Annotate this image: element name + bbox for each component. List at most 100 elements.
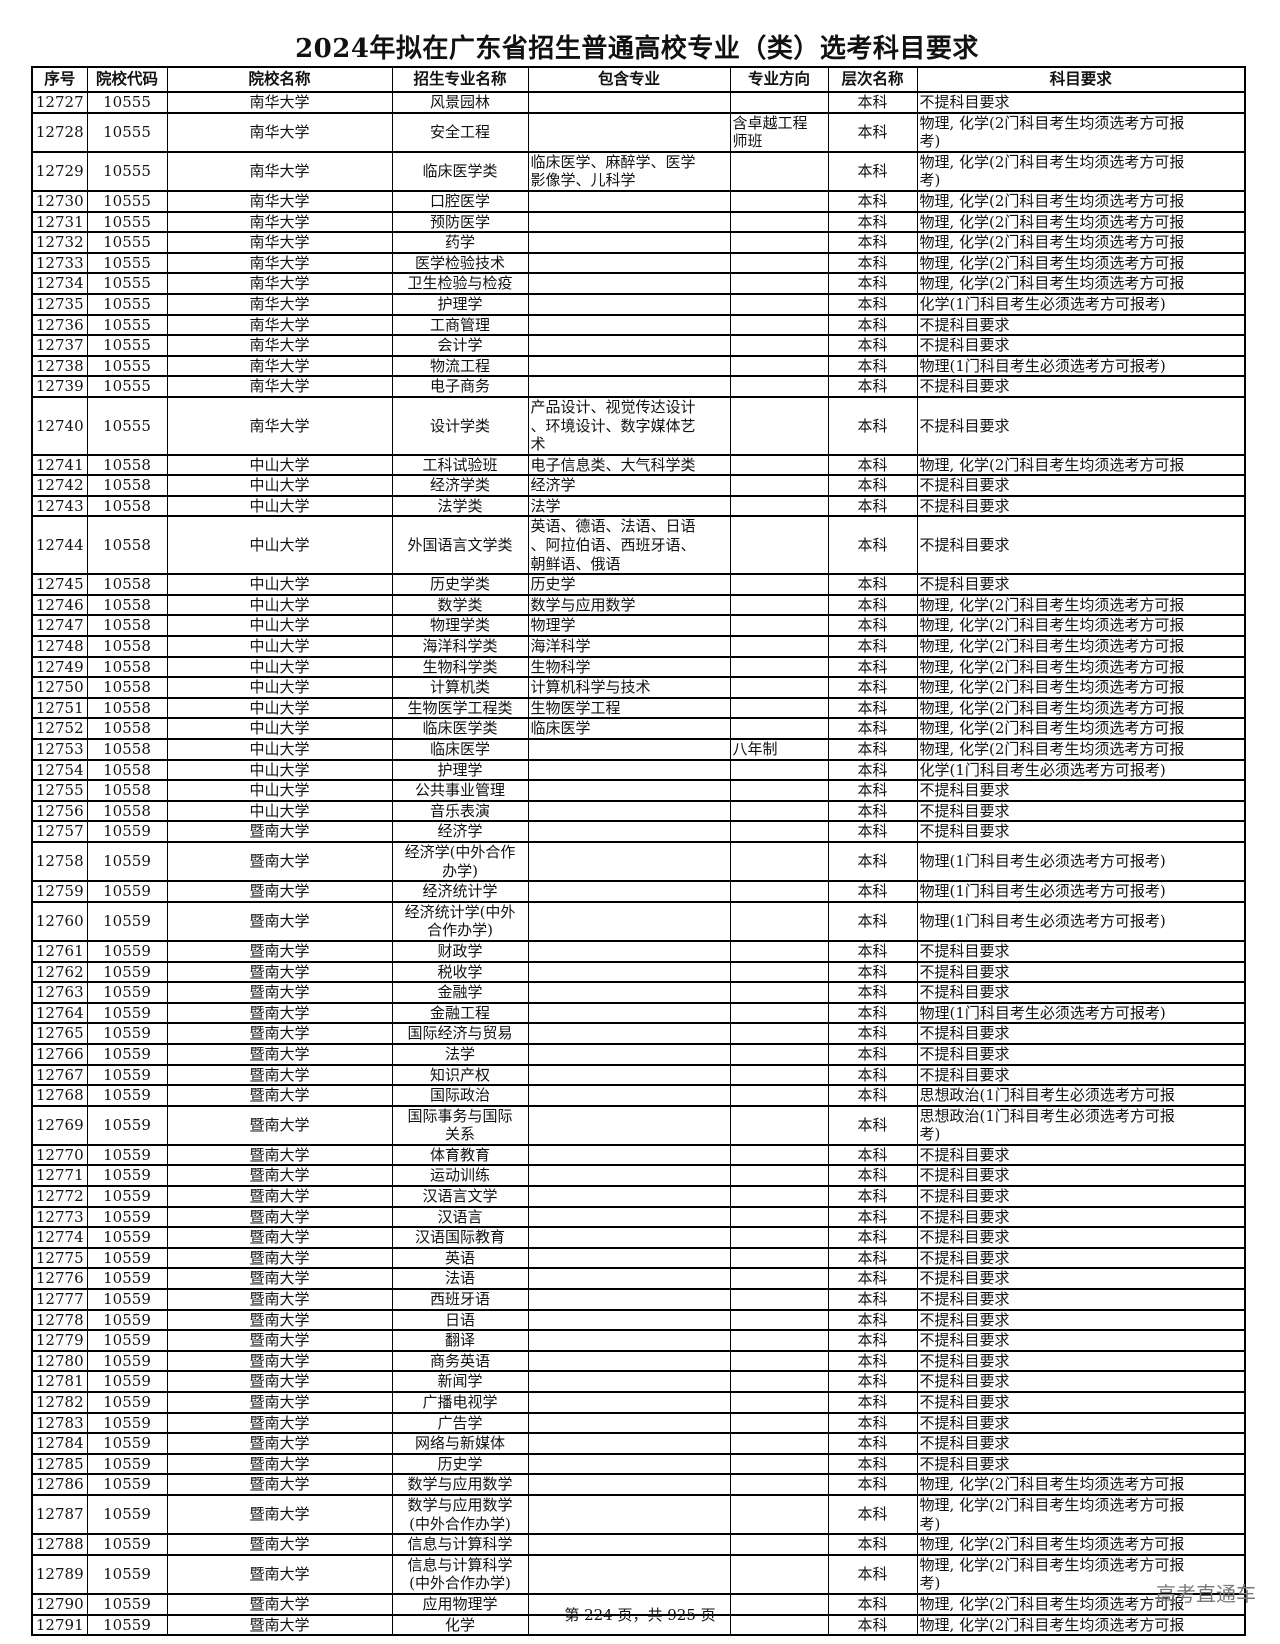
direction-cell — [729, 940, 829, 963]
table-row: 12787 10559 暨南大学 数学与应用数学 (中外合作办学) 本科 物理, 化学(2… — [31, 1494, 1246, 1535]
major-name-cell: 汉语言文学 — [391, 1185, 529, 1208]
major-name-cell: 护理学 — [391, 759, 529, 781]
seq-cell: 12767 — [31, 1064, 88, 1086]
school-code-cell: 10559 — [86, 820, 168, 843]
school-code-cell: 10555 — [86, 314, 168, 336]
table-row: 12765 10559 暨南大学 国际经济与贸易 本科 不提科目要求 — [31, 1022, 1246, 1045]
school-code-cell: 10558 — [86, 738, 168, 761]
seq-cell: 12749 — [31, 656, 88, 678]
level-cell: 本科 — [827, 1412, 918, 1434]
major-name-cell: 信息与计算科学 — [391, 1533, 529, 1556]
direction-cell — [729, 1432, 829, 1455]
school-code-cell: 10555 — [86, 91, 168, 114]
school-code-cell: 10559 — [86, 1288, 168, 1311]
included-majors-cell — [527, 211, 731, 233]
major-name-cell: 新闻学 — [391, 1370, 529, 1393]
requirements-cell: 不提科目要求 — [916, 1164, 1246, 1187]
major-name-cell: 工商管理 — [391, 314, 529, 336]
school-name-cell: 南华大学 — [166, 151, 393, 192]
level-cell: 本科 — [827, 1185, 918, 1208]
requirements-cell: 不提科目要求 — [916, 820, 1246, 843]
school-code-cell: 10559 — [86, 981, 168, 1004]
table-row: 12734 10555 南华大学 卫生检验与检疫 本科 物理, 化学(2门科目考生均须选考… — [31, 272, 1246, 295]
school-code-cell: 10559 — [86, 1329, 168, 1352]
level-cell: 本科 — [827, 515, 918, 575]
table-row: 12731 10555 南华大学 预防医学 本科 物理, 化学(2门科目考生均须选考方可报 — [31, 211, 1246, 233]
level-cell: 本科 — [827, 1473, 918, 1496]
requirements-cell: 不提科目要求 — [916, 1022, 1246, 1045]
school-name-cell: 暨南大学 — [166, 1267, 393, 1290]
included-majors-cell: 海洋科学 — [527, 635, 731, 658]
school-code-cell: 10559 — [86, 1144, 168, 1166]
seq-cell: 12733 — [31, 252, 88, 274]
included-majors-cell — [527, 1164, 731, 1187]
level-cell: 本科 — [827, 738, 918, 761]
direction-cell — [729, 1309, 829, 1331]
school-name-cell: 南华大学 — [166, 91, 393, 114]
level-cell: 本科 — [827, 573, 918, 596]
school-name-cell: 南华大学 — [166, 396, 393, 456]
included-majors-cell — [527, 1350, 731, 1372]
seq-cell: 12728 — [31, 112, 88, 153]
table-row: 12727 10555 南华大学 风景园林 本科 不提科目要求 — [31, 91, 1246, 114]
direction-cell — [729, 293, 829, 316]
level-cell: 本科 — [827, 1432, 918, 1455]
requirements-cell: 不提科目要求 — [916, 1043, 1246, 1065]
requirements-cell: 不提科目要求 — [916, 1226, 1246, 1249]
school-name-cell: 南华大学 — [166, 112, 393, 153]
school-name-cell: 暨南大学 — [166, 901, 393, 942]
school-name-cell: 暨南大学 — [166, 1084, 393, 1107]
level-cell: 本科 — [827, 1350, 918, 1372]
seq-cell: 12751 — [31, 697, 88, 719]
requirements-cell: 不提科目要求 — [916, 375, 1246, 398]
school-name-cell: 暨南大学 — [166, 1164, 393, 1187]
seq-cell: 12789 — [31, 1554, 88, 1595]
seq-cell: 12732 — [31, 231, 88, 254]
requirements-cell: 不提科目要求 — [916, 1185, 1246, 1208]
school-name-cell: 暨南大学 — [166, 1002, 393, 1024]
seq-cell: 12780 — [31, 1350, 88, 1372]
table-row: 12744 10558 中山大学 外国语言文学类 英语、德语、法语、日语 、阿拉伯语、西… — [31, 515, 1246, 575]
level-cell: 本科 — [827, 1144, 918, 1166]
seq-cell: 12783 — [31, 1412, 88, 1434]
school-name-cell: 暨南大学 — [166, 1412, 393, 1434]
major-name-cell: 法学 — [391, 1043, 529, 1065]
school-name-cell: 暨南大学 — [166, 1391, 393, 1414]
school-name-cell: 南华大学 — [166, 355, 393, 377]
level-cell: 本科 — [827, 1288, 918, 1311]
major-name-cell: 运动训练 — [391, 1164, 529, 1187]
major-name-cell: 安全工程 — [391, 112, 529, 153]
level-cell: 本科 — [827, 1329, 918, 1352]
page-number: 第 224 页，共 925 页 — [564, 1606, 716, 1624]
school-name-cell: 中山大学 — [166, 573, 393, 596]
requirements-cell: 不提科目要求 — [916, 1144, 1246, 1166]
level-cell: 本科 — [827, 1164, 918, 1187]
school-name-cell: 暨南大学 — [166, 1554, 393, 1595]
table-row: 12789 10559 暨南大学 信息与计算科学 (中外合作办学) 本科 物理, 化学(2… — [31, 1554, 1246, 1595]
school-code-cell: 10559 — [86, 1022, 168, 1045]
school-name-cell: 中山大学 — [166, 454, 393, 476]
major-name-cell: 口腔医学 — [391, 190, 529, 213]
major-name-cell: 广告学 — [391, 1412, 529, 1434]
table-row: 12784 10559 暨南大学 网络与新媒体 本科 不提科目要求 — [31, 1432, 1246, 1455]
school-code-cell: 10558 — [86, 635, 168, 658]
requirements-cell: 物理(1门科目考生必须选考方可报考) — [916, 1002, 1246, 1024]
school-name-cell: 南华大学 — [166, 375, 393, 398]
direction-cell — [729, 314, 829, 336]
seq-cell: 12738 — [31, 355, 88, 377]
requirements-cell: 不提科目要求 — [916, 1206, 1246, 1228]
requirements-cell: 不提科目要求 — [916, 1350, 1246, 1372]
major-name-cell: 数学类 — [391, 594, 529, 616]
level-cell: 本科 — [827, 800, 918, 822]
school-code-cell: 10559 — [86, 1105, 168, 1146]
requirements-cell: 物理, 化学(2门科目考生均须选考方可报 — [916, 454, 1246, 476]
level-cell: 本科 — [827, 190, 918, 213]
school-name-cell: 中山大学 — [166, 676, 393, 699]
school-code-cell: 10559 — [86, 1350, 168, 1372]
requirements-cell: 不提科目要求 — [916, 474, 1246, 497]
direction-cell — [729, 961, 829, 983]
seq-cell: 12745 — [31, 573, 88, 596]
seq-cell: 12737 — [31, 334, 88, 357]
requirements-cell: 不提科目要求 — [916, 1247, 1246, 1269]
requirements-cell: 物理, 化学(2门科目考生均须选考方可报 — [916, 697, 1246, 719]
